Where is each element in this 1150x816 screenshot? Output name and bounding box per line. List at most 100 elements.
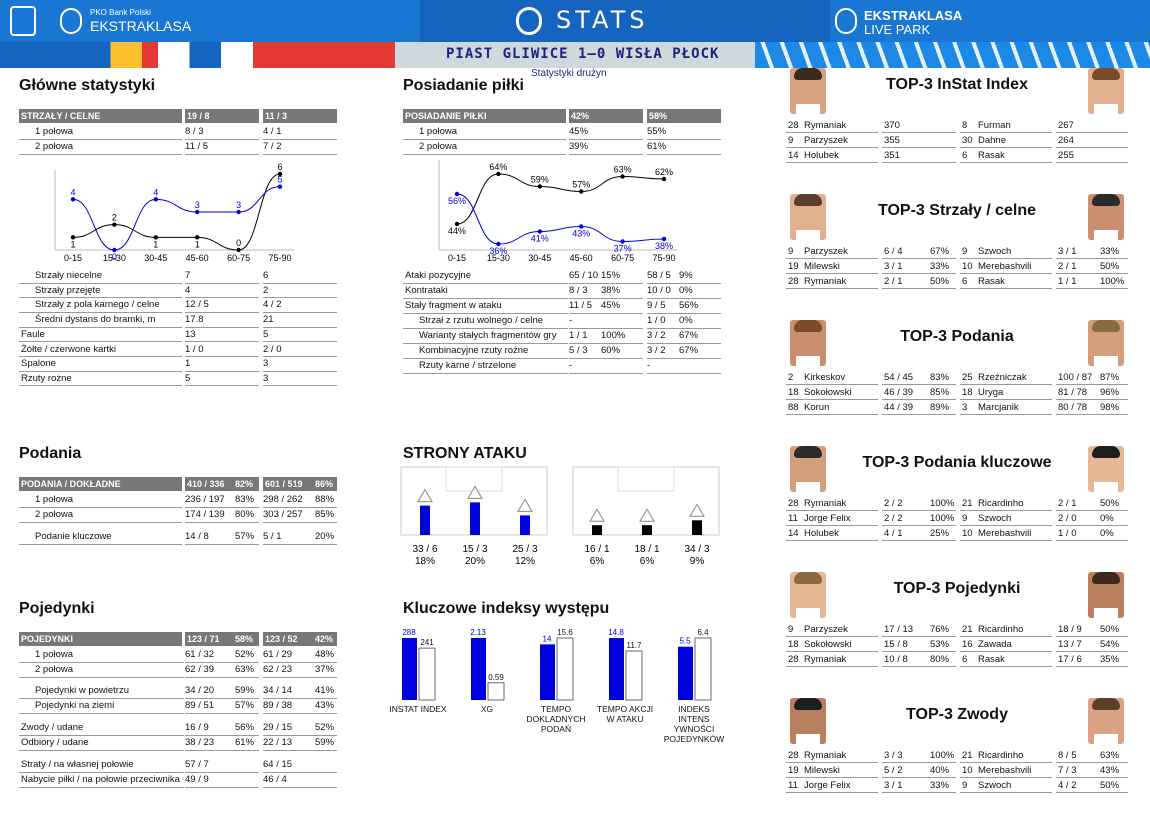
away-value: 3 / 2 [647,329,679,344]
home-bar [540,644,555,700]
home-bar-label: 288 [402,628,416,637]
data-label: 59% [531,175,549,185]
home-pct: 52% [235,648,259,663]
away-pct: 59% [315,736,337,751]
data-point [579,189,584,194]
home-value: 3 / 1 [882,259,928,274]
away-pct: 54% [1098,637,1128,652]
home-player: Kirkeskov [802,370,878,385]
away-value: 18 / 9 [1056,622,1098,637]
x-tick-label: 75-90 [268,253,291,263]
data-label: 43% [572,229,590,239]
away-number: 10 [960,526,976,541]
home-player: Rymaniak [802,496,878,511]
away-value: 2 / 1 [1056,496,1098,511]
home-number: 18 [786,637,802,652]
away-number: 6 [960,148,976,163]
home-pct [235,773,259,788]
row-label: Strzały przejęte [19,284,182,299]
away-value: 1 / 0 [647,314,679,329]
side-value: 18 / 1 [634,544,659,555]
away-pct: 41% [315,684,337,699]
away-value: 58 / 5 [647,269,679,284]
away-pct: 35% [1098,652,1128,667]
home-number: 18 [786,385,802,400]
away-number: 25 [960,370,976,385]
side-pct: 18% [415,556,435,567]
home-value: - [569,314,601,329]
x-tick-label: 30-45 [528,253,551,263]
home-pct: 100% [601,329,643,344]
away-player: Rasak [976,148,1052,163]
data-label: 0 [236,238,241,248]
data-label: 38% [655,241,673,251]
away-pct: 85% [315,508,337,523]
data-label: 64% [489,162,507,172]
player-photo-icon [1088,68,1124,114]
index-label: TEMPO DOKLADNYCH PODAŃ [526,704,586,734]
player-hair [1092,446,1120,458]
home-pct: 53% [928,637,956,652]
row-label: Zwody / udane [19,721,184,736]
data-point [153,197,158,202]
attack-arrow-icon [517,498,533,512]
data-label: 5 [277,175,282,185]
data-point [537,229,542,234]
top3-title: TOP-3 Pojedynki [893,580,1021,597]
side-pct: 6% [640,556,655,567]
data-point [236,247,241,253]
attack-arrow-icon [417,488,433,503]
home-value: 44 / 39 [882,400,928,415]
home-number: 9 [786,244,802,259]
away-pct: 87% [1098,370,1128,385]
home-number: 11 [786,511,802,526]
away-pct: 20% [315,530,337,545]
home-pct: 61% [235,736,259,751]
away-value: 3 / 1 [1056,244,1098,259]
away-value: 62 / 23 [263,663,315,678]
top3-block: TOP-3 Pojedynki 9 Parzyszek 17 / 13 76% 21 Ric… [786,570,1128,690]
row-label: Ataki pozycyjne [403,269,568,284]
player-shirt [796,482,820,492]
x-tick-label: 0-15 [64,253,82,263]
away-bar [694,637,712,701]
away-value: 7 / 2 [263,140,337,155]
home-pct: 56% [235,721,259,736]
away-number: 21 [960,748,976,763]
home-number: 14 [786,526,802,541]
away-bar-label: 11.7 [627,641,643,650]
data-point [277,184,283,189]
top3-title: TOP-3 Strzały / celne [878,202,1036,219]
top3-block: TOP-3 InStat Index 28 Rymaniak 370 8 Furman 26… [786,66,1128,186]
away-value: 64 / 15 [263,758,315,773]
index-label-box: INDEKS INTENS YWNOŚCI POJEDYNKÓW [664,704,724,742]
away-pct: 88% [315,493,337,508]
table-head-cell: 123 / 52 [263,632,315,646]
series-line [456,193,665,245]
away-pct: 96% [1098,385,1128,400]
side-pct: 9% [690,556,705,567]
home-pct: 40% [928,763,956,778]
home-value: 2 / 1 [882,274,928,289]
data-label: 3 [195,200,200,210]
away-number: 16 [960,637,976,652]
home-value: 12 / 5 [185,298,259,313]
top3-title: TOP-3 InStat Index [886,76,1028,93]
data-point [454,221,460,227]
home-player: Holubek [802,148,878,163]
player-shirt [1094,104,1118,114]
row-label: Kontrataki [403,284,568,299]
x-tick-label: 75-90 [652,253,675,263]
away-number: 18 [960,385,976,400]
home-pct: 100% [928,750,956,763]
player-hair [794,572,822,584]
away-number: 8 [960,118,976,133]
home-value: 38 / 23 [185,736,235,751]
x-tick-label: 15-30 [487,253,510,263]
away-pct: 50% [1098,778,1128,793]
player-hair [794,68,822,80]
data-label: 1 [70,239,75,249]
row-label: Nabycie piłki / na połowie przeciwnika [19,773,184,788]
home-value: 174 / 139 [185,508,235,523]
player-photo-icon [790,68,826,114]
